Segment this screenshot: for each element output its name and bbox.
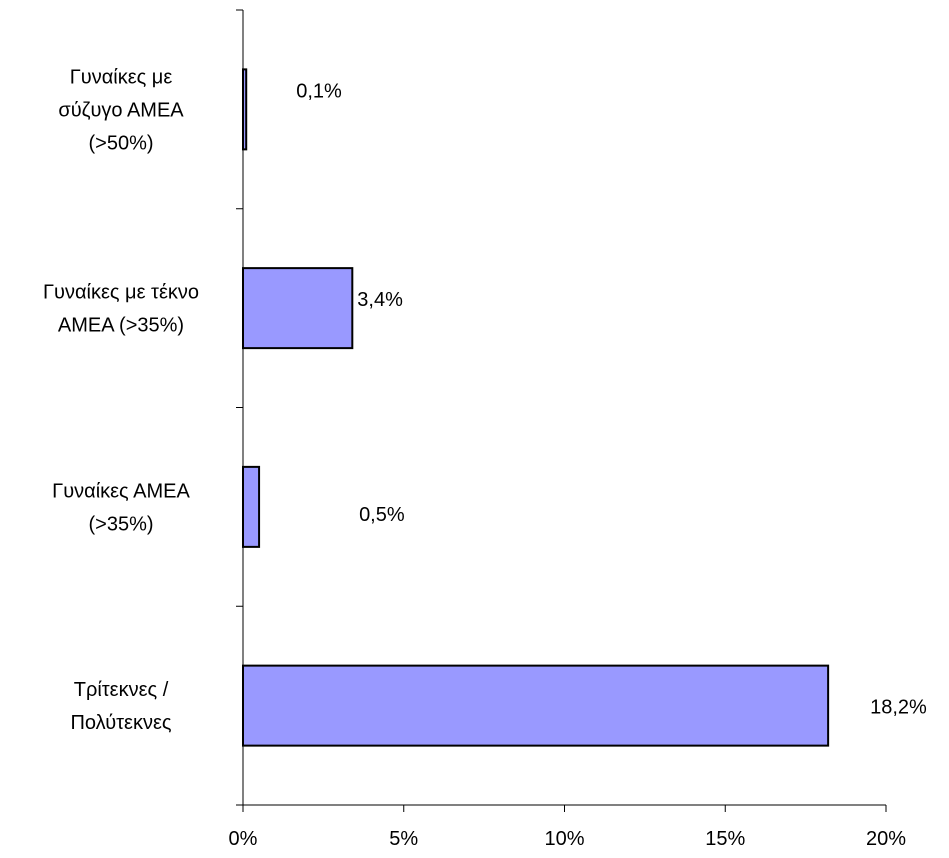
category-label-line: Τρίτεκνες /: [74, 679, 169, 701]
y-axis-ticks: [236, 9, 243, 806]
bars: [242, 68, 830, 747]
x-tick-labels: 0% 5% 10% 15% 20%: [229, 828, 907, 850]
category-label-line: ΑΜΕΑ (>35%): [58, 315, 184, 337]
category-label-line: Γυναίκες ΑΜΕΑ: [52, 480, 190, 502]
category-label: Τρίτεκνες / Πολύτεκνες: [70, 679, 171, 734]
bar: [242, 664, 830, 747]
bar: [242, 68, 248, 151]
category-label-line: σύζυγο ΑΜΕΑ: [58, 99, 184, 121]
category-labels: Γυναίκες με σύζυγο ΑΜΕΑ (>50%) Γυναίκες με …: [43, 66, 199, 734]
bar: [242, 465, 261, 548]
category-label: Γυναίκες ΑΜΕΑ (>35%): [52, 480, 190, 535]
category-label-line: Πολύτεκνες: [70, 712, 171, 734]
data-label: 3,4%: [357, 289, 403, 311]
category-label-line: (>50%): [88, 132, 153, 154]
bar: [242, 267, 354, 350]
x-tick-label: 20%: [866, 828, 906, 850]
category-label-line: Γυναίκες με τέκνο: [43, 282, 199, 304]
category-label: Γυναίκες με σύζυγο ΑΜΕΑ (>50%): [58, 66, 184, 154]
x-tick-label: 0%: [229, 828, 258, 850]
x-tick-label: 15%: [705, 828, 745, 850]
data-labels: 0,1% 3,4% 0,5% 18,2%: [296, 80, 927, 718]
x-axis-ticks: [242, 805, 887, 812]
x-tick-label: 10%: [544, 828, 584, 850]
category-label: Γυναίκες με τέκνο ΑΜΕΑ (>35%): [43, 282, 199, 337]
data-label: 18,2%: [870, 697, 927, 719]
category-label-line: Γυναίκες με: [70, 66, 173, 88]
plot-area: 0,1% 3,4% 0,5% 18,2% Γυναίκες με σύζυγο ΑΜΕΑ…: [43, 9, 927, 850]
category-label-line: (>35%): [88, 513, 153, 535]
data-label: 0,1%: [296, 80, 342, 102]
x-tick-label: 5%: [389, 828, 418, 850]
data-label: 0,5%: [359, 504, 405, 526]
